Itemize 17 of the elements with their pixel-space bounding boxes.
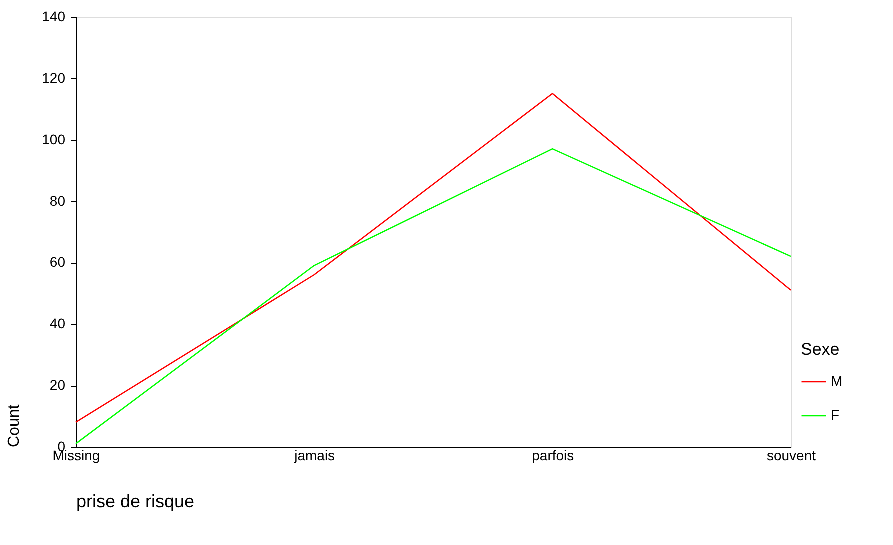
y-tick-label: 100 [42, 131, 66, 148]
legend-label: F [831, 407, 840, 423]
x-tick-label: souvent [766, 448, 816, 464]
y-tick-label: 120 [42, 70, 66, 86]
y-tick-label: 140 [42, 8, 66, 24]
y-axis-title: Count [6, 404, 24, 448]
line-series [75, 93, 792, 424]
y-tick-label: 20 [50, 377, 66, 394]
x-tick-label: jamais [294, 448, 336, 464]
y-tick-label: 80 [50, 192, 66, 209]
x-axis-title: prise de risque [76, 492, 195, 512]
y-tick-label: 60 [50, 254, 66, 270]
legend-title: Sexe [801, 340, 840, 359]
line-series [75, 148, 792, 445]
y-tick-label: 40 [50, 316, 66, 332]
legend-label: M [831, 373, 843, 389]
x-tick-label: parfois [532, 448, 574, 464]
